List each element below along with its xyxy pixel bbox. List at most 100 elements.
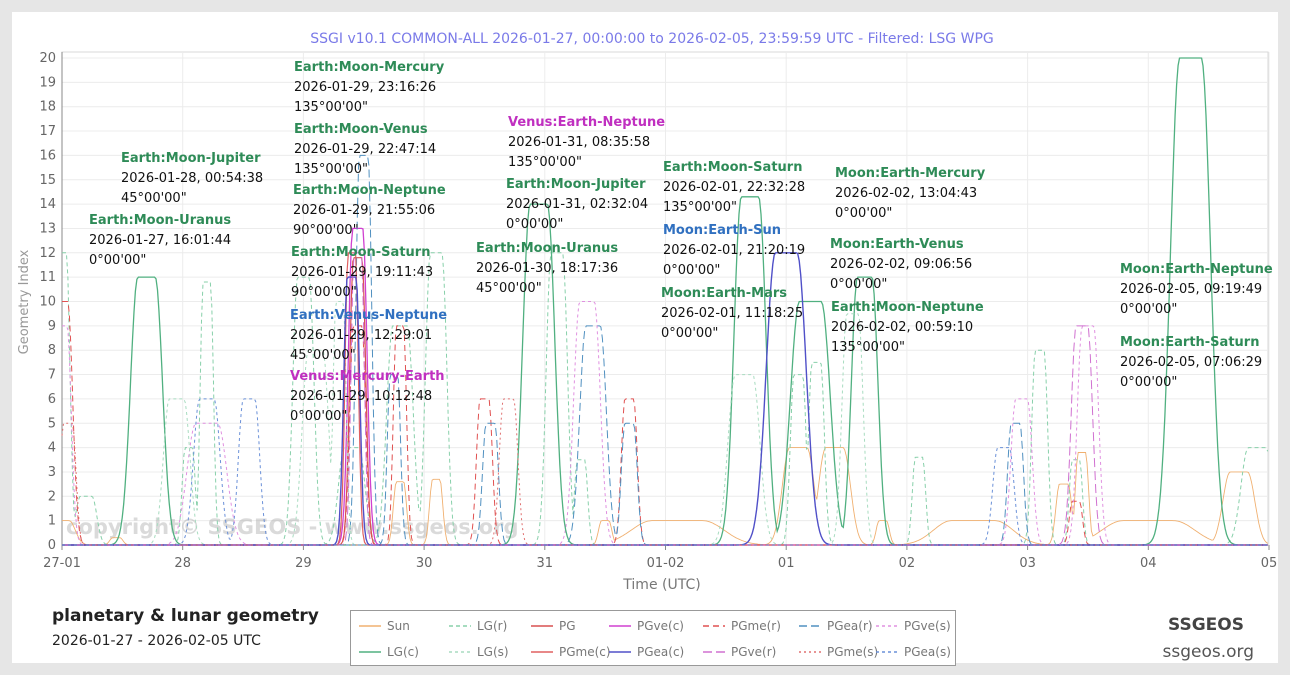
annotation-title: Earth:Moon-Venus <box>294 122 428 137</box>
annotation-angle: 90°00'00" <box>293 223 359 238</box>
legend-swatch <box>609 651 631 653</box>
annotation-date: 2026-01-31, 08:35:58 <box>508 135 650 150</box>
annotation-angle: 0°00'00" <box>661 326 718 341</box>
legend-item: PGme(r) <box>703 619 781 633</box>
legend-item: PGve(c) <box>609 619 684 633</box>
watermark: copyright© SSGEOS - www.ssgeos.org <box>66 515 519 539</box>
y-tick-label: 16 <box>39 148 56 163</box>
annotation-date: 2026-01-29, 22:47:14 <box>294 142 436 157</box>
annotation-angle: 45°00'00" <box>476 281 542 296</box>
annotation-date: 2026-01-29, 21:55:06 <box>293 203 435 218</box>
legend-item: LG(c) <box>359 645 419 659</box>
x-tick-label: 29 <box>295 556 312 571</box>
event-annotation: Moon:Earth-Neptune 2026-02-05, 09:19:49 0°… <box>1120 262 1273 317</box>
y-tick-label: 4 <box>48 441 56 456</box>
brand-name: SSGEOS <box>1168 615 1244 635</box>
brand-url: ssgeos.org <box>1162 642 1254 662</box>
legend-swatch <box>703 625 725 627</box>
annotation-date: 2026-02-01, 22:32:28 <box>663 180 805 195</box>
y-tick-label: 14 <box>39 197 56 212</box>
x-tick-label: 30 <box>416 556 433 571</box>
legend-swatch <box>531 625 553 627</box>
annotation-title: Venus:Earth-Neptune <box>508 115 665 130</box>
legend-swatch <box>609 625 631 627</box>
legend-label: PGea(r) <box>827 619 873 633</box>
legend-item: PG <box>531 619 576 633</box>
legend-item: PGme(c) <box>531 645 611 659</box>
legend-item: PGve(s) <box>876 619 951 633</box>
annotation-title: Earth:Moon-Neptune <box>293 183 446 198</box>
legend-label: PGve(s) <box>904 619 951 633</box>
annotation-date: 2026-01-27, 16:01:44 <box>89 233 231 248</box>
annotation-angle: 0°00'00" <box>835 206 892 221</box>
legend-label: PG <box>559 619 576 633</box>
legend-swatch <box>799 651 821 653</box>
event-annotation: Earth:Moon-Neptune 2026-01-29, 21:55:06 90… <box>293 183 446 238</box>
annotation-title: Earth:Moon-Neptune <box>831 300 984 315</box>
y-tick-label: 2 <box>48 489 56 504</box>
footer-dates: 2026-01-27 - 2026-02-05 UTC <box>52 633 261 649</box>
legend-item: LG(s) <box>449 645 509 659</box>
y-tick-label: 0 <box>48 538 56 553</box>
x-tick-label: 01 <box>778 556 795 571</box>
series-line <box>62 301 1268 546</box>
event-annotation: Moon:Earth-Mercury 2026-02-02, 13:04:43 0°… <box>835 166 986 221</box>
annotation-date: 2026-01-31, 02:32:04 <box>506 197 648 212</box>
annotation-title: Moon:Earth-Venus <box>830 237 964 252</box>
annotation-angle: 135°00'00" <box>294 162 368 177</box>
annotation-date: 2026-01-29, 23:16:26 <box>294 80 436 95</box>
annotation-angle: 135°00'00" <box>663 200 737 215</box>
event-annotation: Earth:Moon-Saturn 2026-02-01, 22:32:28 135… <box>663 160 805 215</box>
x-tick-label: 31 <box>537 556 554 571</box>
y-tick-label: 12 <box>39 246 56 261</box>
annotation-title: Earth:Moon-Uranus <box>476 241 618 256</box>
annotation-date: 2026-01-29, 19:11:43 <box>291 265 433 280</box>
annotation-title: Moon:Earth-Saturn <box>1120 335 1259 350</box>
y-tick-label: 6 <box>48 392 56 407</box>
legend-swatch <box>876 651 898 653</box>
annotation-date: 2026-02-01, 21:20:19 <box>663 243 805 258</box>
event-annotation: Moon:Earth-Saturn 2026-02-05, 07:06:29 0°0… <box>1120 335 1262 390</box>
legend-swatch <box>359 651 381 653</box>
y-tick-label: 9 <box>48 319 56 334</box>
event-annotation: Earth:Moon-Saturn 2026-01-29, 19:11:43 90°… <box>291 245 433 300</box>
y-tick-label: 19 <box>39 75 56 90</box>
series-line <box>62 398 1268 546</box>
legend-label: PGea(s) <box>904 645 951 659</box>
y-axis-label: Geometry Index <box>17 249 32 354</box>
event-annotation: Venus:Mercury-Earth 2026-01-29, 10:12:48 0… <box>290 369 445 424</box>
legend-swatch <box>359 625 381 627</box>
y-tick-label: 11 <box>39 270 56 285</box>
x-tick-label: 27-01 <box>43 556 81 571</box>
chart-legend: Sun LG(r) PG PGve(c) PGme(r) PGea(r) PGve(s) LG… <box>350 610 956 666</box>
annotation-title: Moon:Earth-Sun <box>663 223 781 238</box>
annotation-title: Moon:Earth-Mercury <box>835 166 986 181</box>
event-annotation: Earth:Moon-Uranus 2026-01-27, 16:01:44 0°0… <box>89 213 231 268</box>
legend-item: PGea(s) <box>876 645 951 659</box>
annotation-title: Earth:Moon-Mercury <box>294 60 445 75</box>
annotation-angle: 0°00'00" <box>830 277 887 292</box>
event-annotation: Moon:Earth-Sun 2026-02-01, 21:20:19 0°00'0… <box>663 223 805 278</box>
legend-label: PGme(s) <box>827 645 879 659</box>
legend-item: PGea(r) <box>799 619 873 633</box>
event-annotation: Earth:Moon-Neptune 2026-02-02, 00:59:10 13… <box>831 300 984 355</box>
y-tick-label: 1 <box>48 514 56 529</box>
event-annotation: Moon:Earth-Venus 2026-02-02, 09:06:56 0°00… <box>830 237 972 292</box>
footer-title: planetary & lunar geometry <box>52 606 319 626</box>
annotation-angle: 135°00'00" <box>294 100 368 115</box>
y-tick-label: 13 <box>39 221 56 236</box>
annotation-angle: 0°00'00" <box>290 409 347 424</box>
annotation-angle: 0°00'00" <box>663 263 720 278</box>
legend-swatch <box>449 651 471 653</box>
event-annotation: Earth:Moon-Uranus 2026-01-30, 18:17:36 45°… <box>476 241 618 296</box>
annotation-date: 2026-01-30, 18:17:36 <box>476 261 618 276</box>
annotation-date: 2026-02-02, 00:59:10 <box>831 320 973 335</box>
x-tick-label: 04 <box>1140 556 1157 571</box>
annotation-angle: 45°00'00" <box>121 191 187 206</box>
legend-label: PGme(r) <box>731 619 781 633</box>
legend-swatch <box>799 625 821 627</box>
legend-swatch <box>449 625 471 627</box>
x-tick-label: 28 <box>174 556 191 571</box>
annotation-angle: 0°00'00" <box>1120 375 1177 390</box>
